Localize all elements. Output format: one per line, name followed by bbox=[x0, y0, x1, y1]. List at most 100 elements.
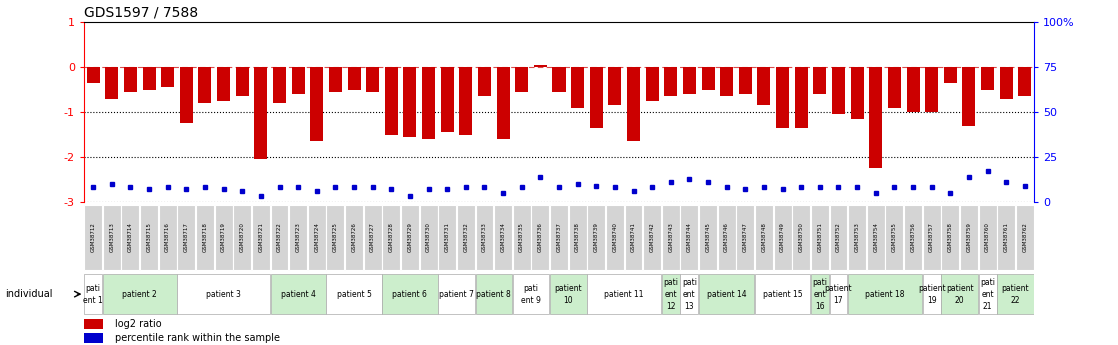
Bar bbox=[457, 205, 475, 270]
Text: pati: pati bbox=[682, 277, 697, 287]
Bar bbox=[925, 67, 938, 112]
Bar bbox=[590, 67, 603, 128]
Bar bbox=[627, 67, 639, 141]
Bar bbox=[404, 67, 416, 137]
Text: GSM38729: GSM38729 bbox=[407, 222, 413, 252]
Bar bbox=[311, 67, 323, 141]
Bar bbox=[683, 67, 695, 94]
Text: GSM38737: GSM38737 bbox=[557, 222, 561, 252]
Bar bbox=[662, 205, 680, 270]
Text: pati: pati bbox=[980, 277, 995, 287]
Text: individual: individual bbox=[6, 289, 53, 299]
Bar bbox=[217, 67, 230, 101]
Bar bbox=[606, 205, 624, 270]
Bar bbox=[944, 67, 957, 83]
Text: GSM38757: GSM38757 bbox=[929, 222, 935, 252]
Bar bbox=[385, 67, 398, 135]
Bar bbox=[515, 67, 528, 92]
Text: GSM38753: GSM38753 bbox=[854, 222, 860, 252]
Bar bbox=[793, 205, 811, 270]
Bar bbox=[122, 205, 140, 270]
Bar bbox=[477, 67, 491, 96]
Bar bbox=[737, 205, 755, 270]
Bar bbox=[849, 205, 866, 270]
Bar bbox=[982, 67, 994, 90]
Text: patient 2: patient 2 bbox=[122, 289, 158, 299]
Bar bbox=[904, 205, 922, 270]
Bar bbox=[885, 205, 903, 270]
Bar bbox=[421, 67, 435, 139]
Bar bbox=[1016, 205, 1034, 270]
Text: GSM38713: GSM38713 bbox=[110, 222, 114, 252]
Bar bbox=[234, 205, 252, 270]
Bar bbox=[215, 205, 233, 270]
Bar bbox=[922, 274, 940, 314]
Text: ent: ent bbox=[814, 289, 826, 299]
Bar bbox=[348, 67, 360, 90]
Text: GSM38719: GSM38719 bbox=[221, 222, 226, 252]
Text: pati: pati bbox=[663, 277, 679, 287]
Text: GSM38750: GSM38750 bbox=[798, 222, 804, 252]
Text: GDS1597 / 7588: GDS1597 / 7588 bbox=[84, 6, 198, 20]
Text: 20: 20 bbox=[955, 296, 965, 305]
Text: patient 5: patient 5 bbox=[337, 289, 371, 299]
Text: GSM38718: GSM38718 bbox=[202, 222, 208, 252]
Text: patient 6: patient 6 bbox=[392, 289, 427, 299]
Bar bbox=[199, 67, 211, 103]
Bar bbox=[87, 67, 100, 83]
Text: GSM38736: GSM38736 bbox=[538, 222, 543, 252]
Bar bbox=[978, 205, 996, 270]
Bar bbox=[366, 67, 379, 92]
Bar bbox=[159, 205, 177, 270]
Text: GSM38745: GSM38745 bbox=[705, 222, 711, 252]
Bar bbox=[776, 67, 789, 128]
Text: GSM38741: GSM38741 bbox=[631, 222, 636, 252]
Text: GSM38733: GSM38733 bbox=[482, 222, 487, 252]
Text: GSM38746: GSM38746 bbox=[724, 222, 729, 252]
Text: ent: ent bbox=[664, 289, 678, 299]
Text: 17: 17 bbox=[834, 296, 843, 305]
Bar bbox=[978, 274, 996, 314]
Text: GSM38721: GSM38721 bbox=[258, 222, 264, 252]
Bar bbox=[252, 205, 269, 270]
Bar bbox=[161, 67, 174, 87]
Bar bbox=[513, 205, 531, 270]
Text: patient 18: patient 18 bbox=[865, 289, 904, 299]
Text: 10: 10 bbox=[563, 296, 574, 305]
Bar bbox=[813, 67, 826, 94]
Bar bbox=[664, 67, 678, 96]
Bar bbox=[645, 67, 659, 101]
Bar bbox=[475, 205, 493, 270]
Bar bbox=[811, 274, 828, 314]
Bar bbox=[643, 205, 661, 270]
Bar bbox=[475, 274, 512, 314]
Text: GSM38743: GSM38743 bbox=[669, 222, 673, 252]
Text: GSM38716: GSM38716 bbox=[165, 222, 170, 252]
Text: GSM38725: GSM38725 bbox=[333, 222, 338, 252]
Text: 22: 22 bbox=[1011, 296, 1021, 305]
Text: GSM38754: GSM38754 bbox=[873, 222, 879, 252]
Text: GSM38742: GSM38742 bbox=[650, 222, 655, 252]
Bar bbox=[552, 67, 566, 92]
Bar bbox=[401, 205, 419, 270]
Bar bbox=[1018, 67, 1031, 96]
Bar bbox=[755, 205, 773, 270]
Bar bbox=[739, 67, 751, 94]
Text: patient 15: patient 15 bbox=[762, 289, 803, 299]
Bar bbox=[84, 274, 102, 314]
Bar bbox=[105, 67, 119, 99]
Text: GSM38720: GSM38720 bbox=[239, 222, 245, 252]
Bar bbox=[196, 205, 214, 270]
Bar bbox=[496, 67, 510, 139]
Bar bbox=[419, 205, 437, 270]
Bar bbox=[941, 205, 959, 270]
Bar bbox=[271, 205, 288, 270]
Bar bbox=[178, 205, 196, 270]
Text: GSM38738: GSM38738 bbox=[575, 222, 580, 252]
Text: 21: 21 bbox=[983, 302, 993, 311]
Bar bbox=[662, 274, 680, 314]
Bar bbox=[851, 67, 863, 119]
Bar bbox=[326, 205, 344, 270]
Bar bbox=[84, 319, 103, 329]
Bar bbox=[830, 205, 847, 270]
